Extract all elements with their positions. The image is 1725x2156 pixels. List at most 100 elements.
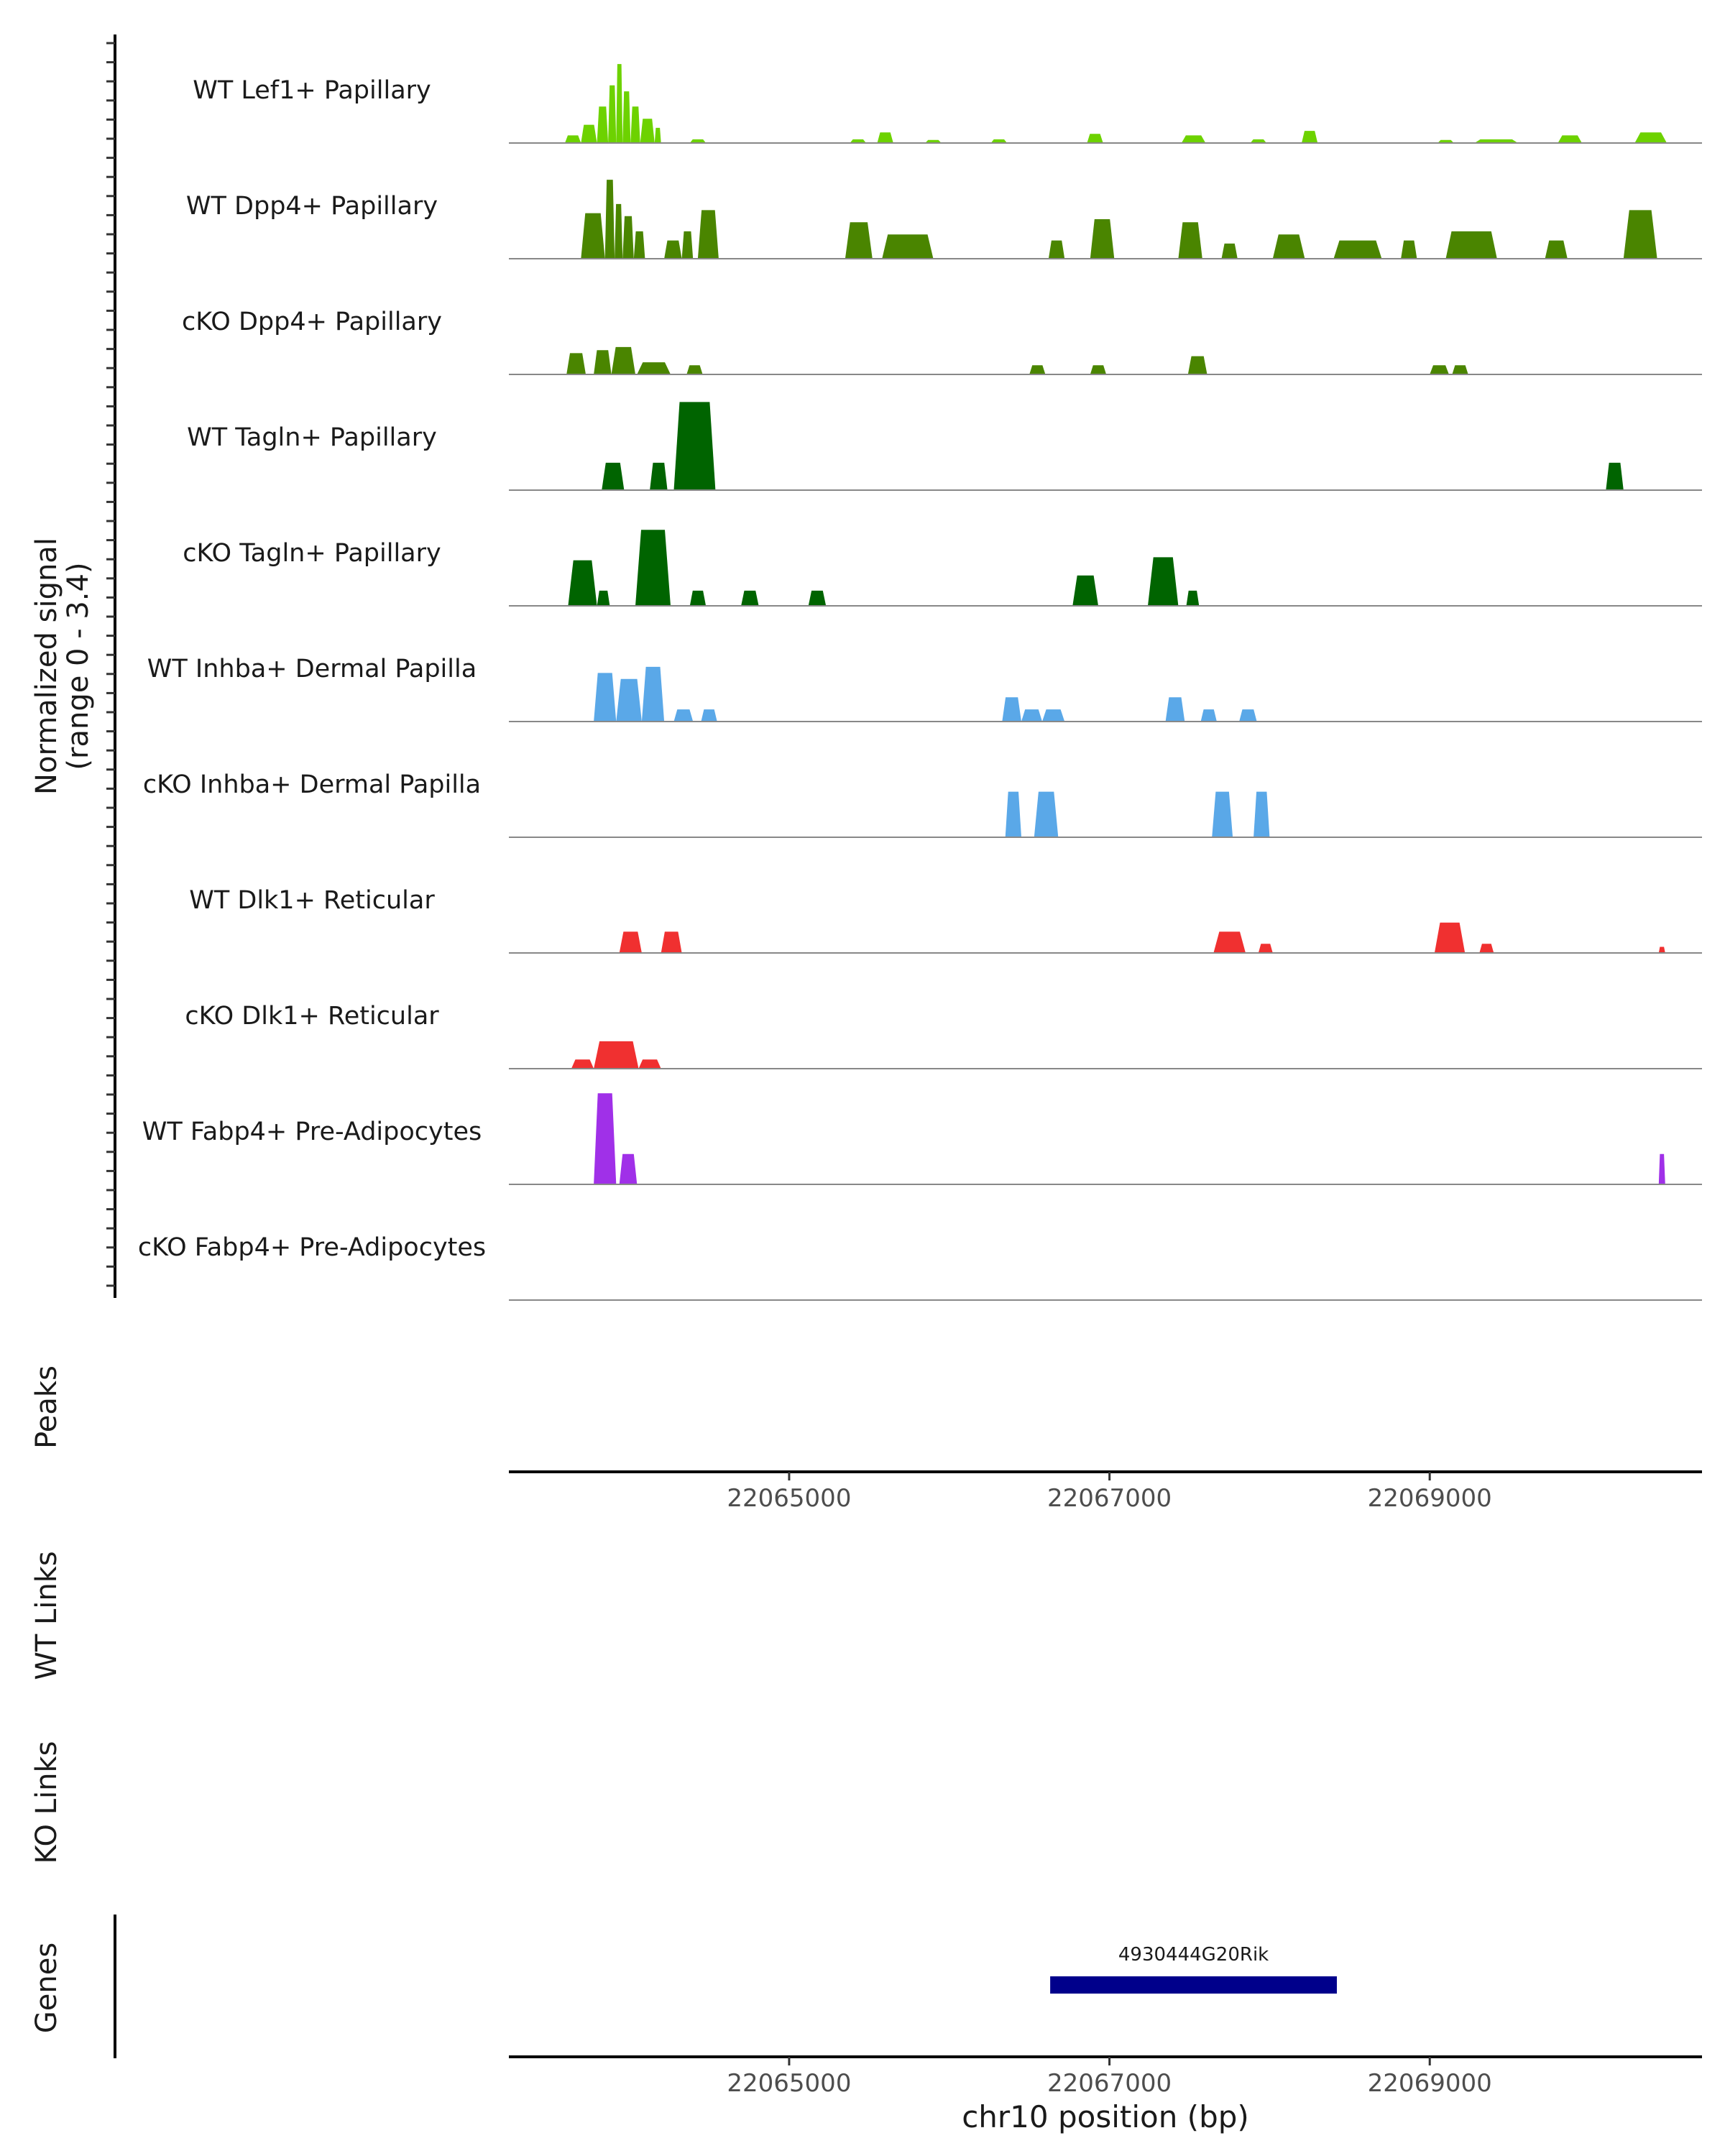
signal-peak — [1658, 946, 1665, 953]
signal-peak — [1258, 944, 1273, 953]
peaks-panel: Peaks 22065000 22067000 22069000 — [30, 1365, 1702, 1513]
track-label: WT Dpp4+ Papillary — [186, 192, 438, 221]
signal-peak — [1438, 139, 1454, 143]
track-6: WT Inhba+ Dermal Papilla — [147, 655, 1702, 722]
signal-peak — [571, 1059, 594, 1069]
track-7: cKO Inhba+ Dermal Papilla — [143, 770, 1702, 838]
signal-peak — [597, 590, 610, 606]
signal-peak — [1178, 222, 1202, 259]
signal-peak — [1090, 365, 1107, 374]
signal-peak — [1005, 791, 1021, 837]
wt-links-panel-label: WT Links — [30, 1551, 63, 1680]
track-label: cKO Dlk1+ Reticular — [185, 1002, 439, 1031]
x-tick-label: 22069000 — [1368, 1484, 1492, 1513]
signal-peak — [1221, 243, 1238, 259]
track-4: WT Tagln+ Papillary — [187, 402, 1702, 491]
x-tick-label: 22067000 — [1047, 2069, 1172, 2098]
signal-peak — [597, 106, 609, 143]
signal-peak — [1445, 231, 1497, 259]
signal-peak — [1302, 131, 1318, 143]
signal-peak — [686, 365, 703, 374]
signal-peak — [1606, 462, 1624, 490]
signal-peak — [990, 139, 1007, 143]
signal-peak — [637, 362, 671, 374]
track-label: WT Dlk1+ Reticular — [189, 886, 435, 915]
track-9: cKO Dlk1+ Reticular — [185, 1002, 1702, 1069]
signal-peak — [1474, 139, 1518, 143]
coverage-tracks: WT Lef1+ Papillary WT Dpp4+ Papillary cKO … — [138, 64, 1702, 1301]
signal-peak — [1545, 240, 1568, 259]
signal-peak — [1401, 240, 1417, 259]
signal-peak — [611, 346, 635, 374]
signal-peak — [845, 222, 873, 259]
signal-peak — [1090, 219, 1115, 259]
signal-peak — [1072, 575, 1098, 606]
signal-peak — [1272, 234, 1305, 259]
signal-peak — [615, 203, 623, 259]
track-1: WT Lef1+ Papillary — [193, 64, 1702, 144]
track-label: cKO Fabp4+ Pre-Adipocytes — [138, 1233, 486, 1262]
signal-peak — [741, 590, 759, 606]
signal-peak — [1623, 210, 1657, 259]
track-label: WT Tagln+ Papillary — [187, 423, 437, 452]
genes-panel: Genes 4930444G20Rik 22065000 22067000 2206… — [30, 1915, 1702, 2134]
signal-peak — [568, 560, 597, 606]
signal-peak — [1048, 240, 1065, 259]
signal-peak — [1021, 709, 1042, 722]
signal-peak — [616, 64, 623, 143]
signal-peak — [633, 231, 645, 259]
signal-peak — [594, 1093, 617, 1184]
track-label: WT Fabp4+ Pre-Adipocytes — [142, 1118, 482, 1146]
track-8: WT Dlk1+ Reticular — [189, 886, 1702, 954]
y-axis-title-line2: (range 0 - 3.4) — [62, 562, 95, 770]
signal-peak — [673, 402, 716, 490]
signal-peak — [877, 132, 893, 143]
signal-peak — [689, 590, 707, 606]
x-axis-title: chr10 position (bp) — [962, 2099, 1249, 2134]
signal-peak — [661, 931, 682, 953]
x-tick-label: 22069000 — [1368, 2069, 1492, 2098]
signal-peak — [882, 234, 934, 259]
genes-x-axis-ticks: 22065000 22067000 22069000 — [727, 2057, 1492, 2098]
track-5: cKO Tagln+ Papillary — [183, 530, 1702, 607]
signal-peak — [641, 666, 665, 722]
signal-peak — [1658, 1153, 1665, 1184]
peaks-x-axis-ticks: 22065000 22067000 22069000 — [727, 1472, 1492, 1513]
y-axis-title-line1: Normalized signal — [30, 538, 63, 795]
signal-peak — [925, 139, 942, 143]
track-11: cKO Fabp4+ Pre-Adipocytes — [138, 1233, 1702, 1301]
signal-peak — [1148, 557, 1179, 606]
signal-peak — [1181, 135, 1206, 143]
signal-peak — [1634, 132, 1667, 143]
signal-peak — [1042, 709, 1065, 722]
track-2: WT Dpp4+ Papillary — [186, 180, 1702, 259]
signal-peak — [1186, 590, 1200, 606]
signal-peak — [622, 216, 634, 259]
signal-peak — [622, 91, 631, 143]
signal-peak — [1213, 931, 1246, 953]
signal-peak — [594, 350, 612, 374]
gene-label: 4930444G20Rik — [1118, 1944, 1269, 1966]
signal-peak — [565, 135, 581, 143]
signal-peak — [1452, 365, 1468, 374]
track-label: WT Inhba+ Dermal Papilla — [147, 655, 477, 683]
signal-peak — [1558, 135, 1582, 143]
signal-peak — [602, 462, 625, 490]
signal-peak — [1034, 791, 1059, 837]
signal-peak — [616, 678, 642, 722]
genes-panel-label: Genes — [30, 1943, 63, 2033]
track-3: cKO Dpp4+ Papillary — [182, 308, 1702, 375]
x-tick-label: 22065000 — [727, 2069, 851, 2098]
signal-peak — [1029, 365, 1046, 374]
signal-peak — [1250, 139, 1266, 143]
signal-peak — [604, 180, 615, 259]
signal-peak — [681, 231, 694, 259]
signal-peak — [701, 709, 717, 722]
signal-peak — [650, 462, 668, 490]
signal-peak — [1434, 922, 1466, 953]
ko-links-panel-label: KO Links — [30, 1741, 63, 1864]
signal-peak — [1430, 365, 1449, 374]
signal-peak — [850, 139, 866, 143]
signal-peak — [638, 1059, 661, 1069]
